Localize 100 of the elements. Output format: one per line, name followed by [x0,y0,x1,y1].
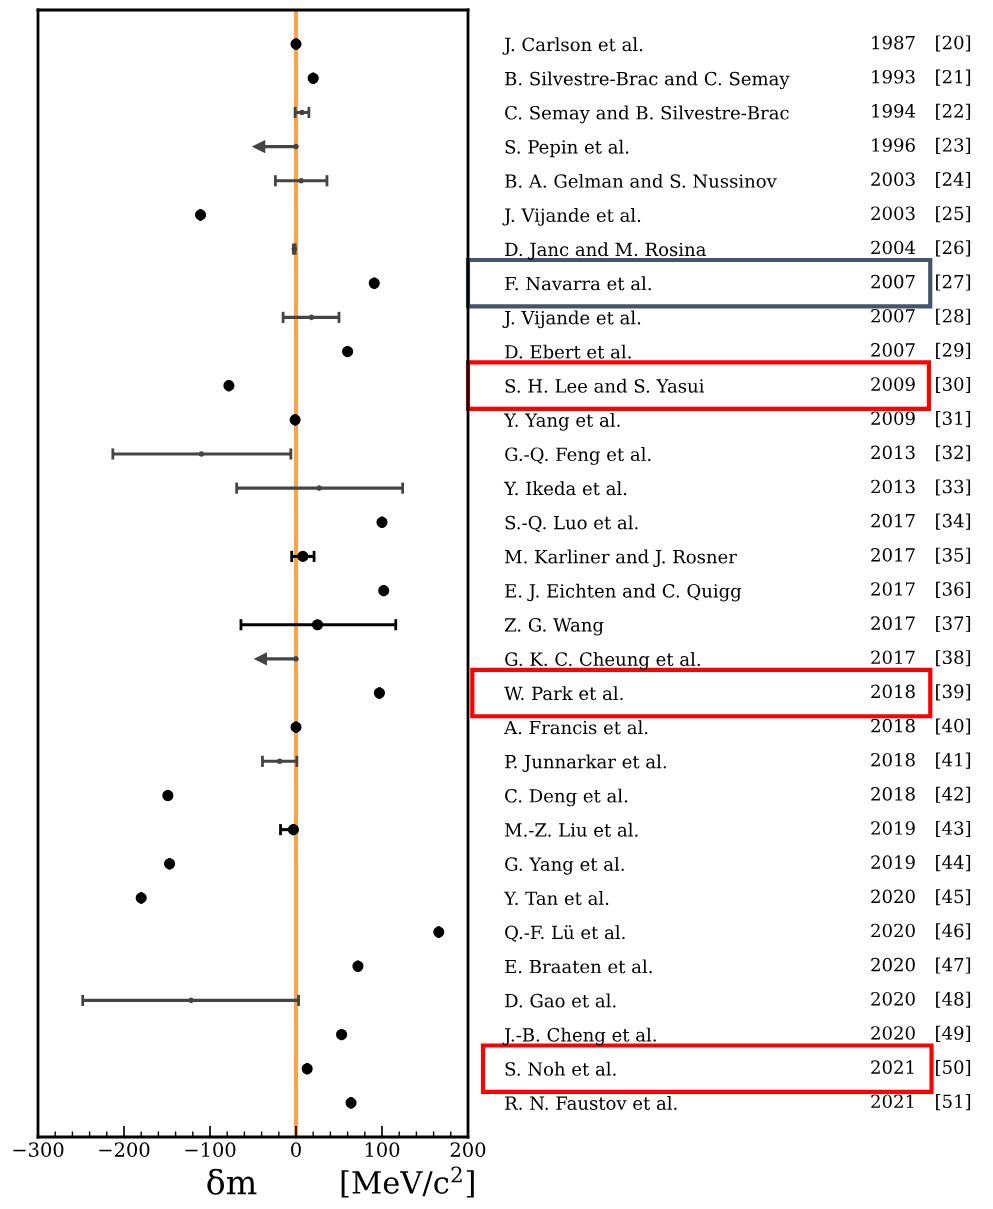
point [289,414,301,426]
point [307,72,319,84]
text: [35] [936,547,971,564]
y-tick-label: B. A. Gelman and S. Nussinov [505,173,777,188]
text: 2009 [871,377,915,391]
text: [26] [936,240,971,257]
y-tick-label: Y. Yang et al. [503,412,620,431]
text: [28] [936,308,971,325]
y-tick-label: D. Janc and M. Rosina [505,242,706,260]
point [299,109,305,116]
y-tick-label: W. Park et al. [504,686,623,701]
point [308,314,315,321]
x-tick-label: 200 [450,1142,486,1157]
text: [34] [936,513,971,530]
text: [33] [936,479,971,496]
text: 2003 [871,206,915,221]
text: [48] [936,991,971,1008]
x-tick-label: −200 [99,1142,150,1157]
text: 1994 [872,104,916,118]
point [276,758,283,765]
text: [38] [936,650,971,667]
point [376,516,388,528]
point [373,687,385,699]
y-tick-label: C. Semay and B. Silvestre-Brac [505,105,789,124]
text: 1993 [872,69,915,84]
text: 2019 [871,855,915,870]
point [290,38,302,50]
y-tick-label: P. Junnarkar et al. [505,754,666,772]
text: [41] [936,752,971,769]
text: [50] [936,1059,971,1077]
y-tick-label: J. Vijande et al. [502,310,641,329]
point [433,926,445,938]
text: 2017 [871,582,915,596]
point [164,858,176,870]
y-tick-label: E. Braaten et al. [505,959,652,974]
text: 2017 [871,650,915,665]
text: [21] [936,69,971,86]
y-tick-label: M.-Z. Liu et al. [505,822,638,837]
text: [44] [936,855,971,872]
text: 2021 [871,1060,914,1074]
text: 2017 [871,616,915,630]
y-tick-label: C. Deng et al. [505,788,628,807]
text: 2020 [871,1026,915,1040]
y-tick-label: S. Pepin et al. [505,139,629,158]
text: 2013 [871,479,915,494]
point [301,1063,313,1075]
text: 2018 [871,684,915,699]
point [368,277,380,289]
y-tick-label: S. Noh et al. [505,1061,616,1076]
point [311,619,324,631]
y-tick-label: D. Gao et al. [505,993,616,1008]
text: 2013 [871,445,915,460]
y-tick-label: G.-Q. Feng et al. [505,447,651,465]
text: [43] [936,820,971,837]
text: 2019 [871,821,915,835]
y-tick-label: B. Silvestre-Brac and C. Semay [505,71,790,90]
text: 2020 [871,889,915,904]
x-tick-label: −100 [185,1142,236,1157]
text: 2017 [871,548,915,562]
text: [47] [936,957,971,974]
text: 2021 [871,1094,914,1109]
text: 2018 [871,787,915,801]
y-tick-label: E. J. Eichten and C. Quigg [505,583,742,602]
text: 2007 [871,343,915,357]
y-tick-label: G. K. C. Cheung et al. [505,652,700,670]
y-tick-label: F. Navarra et al. [505,276,651,291]
text: [42] [936,786,971,803]
text: [51] [936,1094,971,1111]
text: 1987 [872,35,915,50]
text: [22] [936,103,971,120]
y-tick-label: D. Ebert et al. [505,344,631,359]
text: 2018 [871,752,915,767]
text: [49] [936,1025,971,1042]
point [198,451,205,457]
point [298,177,304,184]
text: [40] [936,718,971,735]
text: [25] [936,206,971,223]
y-tick-label: J.-B. Cheng et al. [502,1027,656,1046]
text: 2018 [871,718,915,733]
y-tick-label: J. Vijande et al. [502,208,641,226]
point [352,960,364,972]
text: [45] [936,889,971,906]
text: [29] [936,342,971,359]
point [345,1097,357,1109]
point [297,550,309,562]
y-tick-label: Y. Ikeda et al. [503,481,627,496]
y-tick-label: J. Carlson et al. [502,37,643,55]
text: 2020 [871,957,915,972]
x-tick-label: 0 [291,1142,301,1157]
text: 2007 [871,274,915,289]
text: 2004 [871,240,916,255]
y-tick-label: R. N. Faustov et al. [505,1095,677,1110]
y-tick-label: Y. Tan et al. [503,891,609,906]
point [135,892,147,904]
point [316,485,322,491]
point [162,789,174,802]
point [290,721,302,733]
text: 2017 [871,513,915,528]
text: [36] [936,581,971,598]
text: [31] [936,411,971,428]
